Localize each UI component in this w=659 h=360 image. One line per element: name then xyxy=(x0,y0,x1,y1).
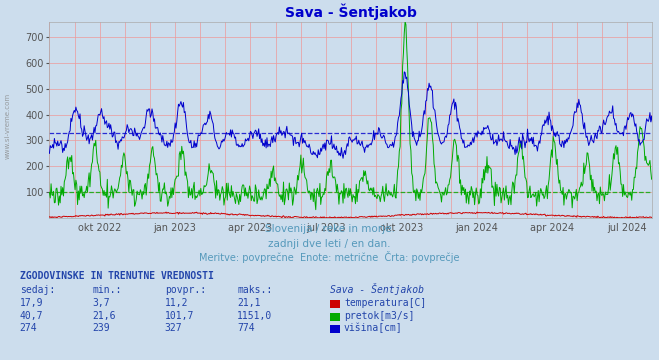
Text: 11,2: 11,2 xyxy=(165,298,188,308)
Text: 774: 774 xyxy=(237,323,255,333)
Text: višina[cm]: višina[cm] xyxy=(344,323,403,333)
Title: Sava - Šentjakob: Sava - Šentjakob xyxy=(285,4,417,21)
Text: 40,7: 40,7 xyxy=(20,311,43,321)
Text: 274: 274 xyxy=(20,323,38,333)
Text: Slovenija / reke in morje.: Slovenija / reke in morje. xyxy=(264,224,395,234)
Text: Meritve: povprečne  Enote: metrične  Črta: povprečje: Meritve: povprečne Enote: metrične Črta:… xyxy=(199,251,460,263)
Text: 239: 239 xyxy=(92,323,110,333)
Text: 17,9: 17,9 xyxy=(20,298,43,308)
Text: 101,7: 101,7 xyxy=(165,311,194,321)
Text: maks.:: maks.: xyxy=(237,285,272,296)
Text: 327: 327 xyxy=(165,323,183,333)
Text: 21,1: 21,1 xyxy=(237,298,261,308)
Text: 21,6: 21,6 xyxy=(92,311,116,321)
Text: 3,7: 3,7 xyxy=(92,298,110,308)
Text: povpr.:: povpr.: xyxy=(165,285,206,296)
Text: 1151,0: 1151,0 xyxy=(237,311,272,321)
Text: pretok[m3/s]: pretok[m3/s] xyxy=(344,311,415,321)
Text: Sava - Šentjakob: Sava - Šentjakob xyxy=(330,283,424,296)
Text: www.si-vreme.com: www.si-vreme.com xyxy=(4,93,11,159)
Text: ZGODOVINSKE IN TRENUTNE VREDNOSTI: ZGODOVINSKE IN TRENUTNE VREDNOSTI xyxy=(20,271,214,281)
Text: temperatura[C]: temperatura[C] xyxy=(344,298,426,308)
Text: min.:: min.: xyxy=(92,285,122,296)
Text: sedaj:: sedaj: xyxy=(20,285,55,296)
Text: zadnji dve leti / en dan.: zadnji dve leti / en dan. xyxy=(268,239,391,249)
